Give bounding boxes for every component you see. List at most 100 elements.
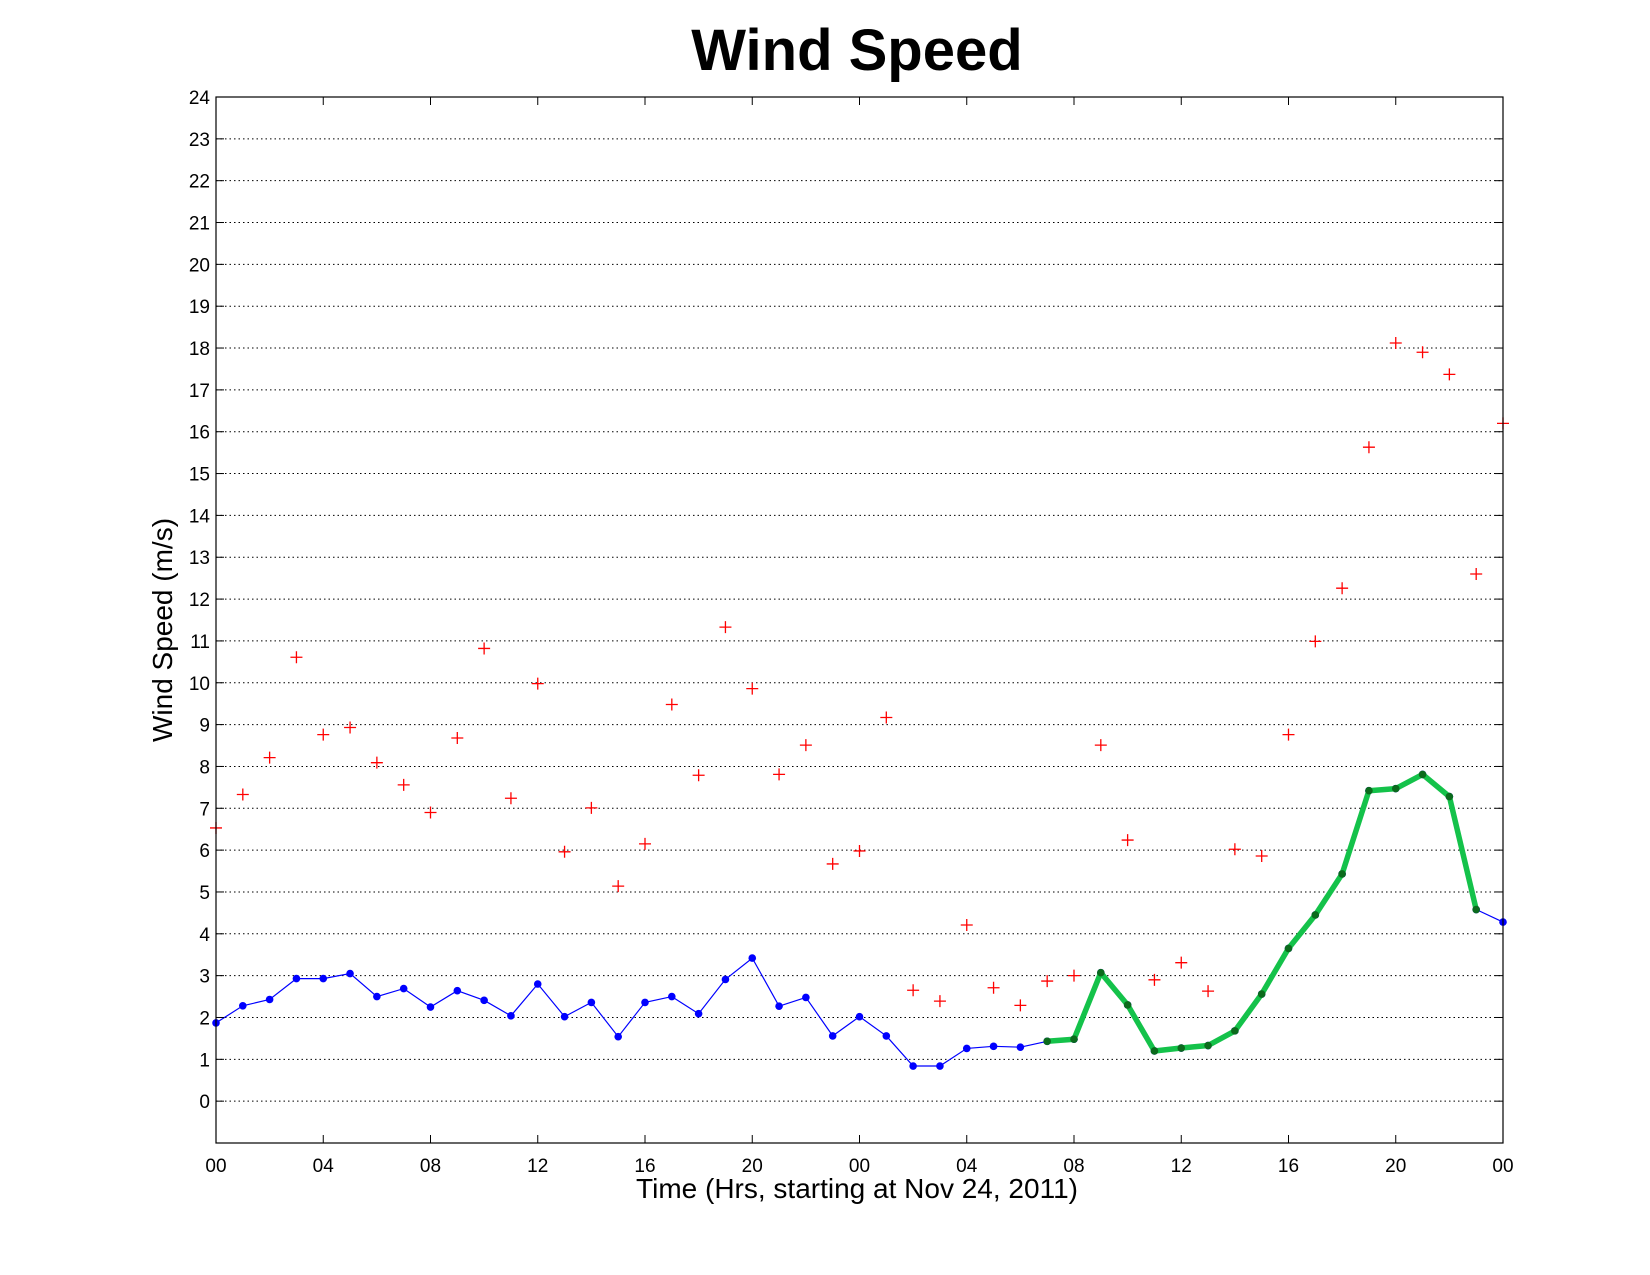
y-tick-label: 17 (189, 381, 210, 402)
red-plus-marker (1309, 635, 1322, 648)
y-tick-label: 11 (190, 632, 210, 653)
red-plus-marker (639, 837, 651, 850)
green-series-point (1311, 911, 1320, 919)
blue-series-point (507, 1012, 515, 1020)
green-series-point (1472, 905, 1480, 914)
green-series-point (1284, 944, 1293, 953)
y-tick-label: 7 (199, 799, 210, 820)
y-tick-label: 21 (189, 214, 210, 235)
blue-series-point (614, 1032, 622, 1041)
y-tick-label: 9 (199, 716, 210, 737)
red-plus-marker (880, 711, 893, 724)
x-tick-label: 04 (313, 1156, 335, 1177)
blue-series-point (346, 969, 354, 978)
y-tick-label: 2 (199, 1008, 210, 1029)
green-series-point (1418, 770, 1427, 779)
green-series-point (1070, 1035, 1078, 1044)
x-tick-label: 20 (1385, 1156, 1406, 1177)
red-plus-marker (263, 751, 276, 764)
red-plus-marker (504, 792, 517, 805)
y-tick-label: 6 (199, 841, 210, 862)
red-plus-marker (1175, 956, 1188, 969)
red-plus-marker (1148, 973, 1161, 986)
blue-series-point (373, 992, 381, 1001)
grid-lines (216, 138, 1503, 1102)
red-plus-marker (746, 682, 759, 695)
red-plus-marker (451, 731, 464, 744)
y-tick-label: 1 (199, 1050, 210, 1071)
y-tick-label: 15 (189, 465, 210, 486)
red-plus-marker (1094, 739, 1107, 752)
blue-series-point (882, 1032, 891, 1040)
red-plus-marker (317, 728, 330, 741)
x-tick-label: 12 (1171, 1156, 1192, 1177)
y-axis-label: Wind Speed (m/s) (147, 518, 178, 742)
y-tick-label: 10 (189, 674, 210, 695)
red-plus-marker (531, 677, 544, 690)
blue-series-point (989, 1042, 998, 1051)
x-tick-label: 16 (1278, 1156, 1299, 1177)
red-plus-marker (960, 919, 973, 932)
red-plus-marker (424, 806, 437, 819)
green-series-point (1043, 1037, 1051, 1046)
red-plus-marker (236, 788, 249, 801)
y-tick-label: 3 (199, 967, 210, 988)
y-tick-label: 8 (199, 757, 210, 778)
y-tick-label: 16 (189, 423, 210, 444)
y-tick-label: 22 (189, 172, 210, 193)
red-plus-marker (987, 981, 1000, 994)
red-plus-marker (907, 984, 920, 997)
blue-series-point (721, 975, 730, 984)
red-plus-marker (1121, 834, 1134, 847)
x-tick-label: 12 (527, 1156, 548, 1177)
blue-series-point (748, 954, 757, 962)
red-plus-marker (719, 621, 732, 634)
blue-series-point (480, 996, 488, 1005)
y-tick-label: 24 (189, 88, 211, 109)
x-tick-label: 20 (742, 1156, 763, 1177)
red-plus-marker (1068, 969, 1080, 982)
green-series-point (1445, 792, 1454, 801)
blue-series-point (855, 1012, 864, 1021)
series-layer (210, 337, 1509, 1070)
green-series-point (1365, 786, 1373, 795)
blue-series-point (909, 1062, 917, 1070)
axis-ticks: 0123456789101112131415161718192021222324… (189, 88, 1514, 1177)
blue-series-point (802, 993, 810, 1002)
blue-series-point (399, 984, 408, 993)
red-plus-marker (370, 756, 383, 769)
y-tick-label: 19 (189, 297, 210, 318)
green-series-point (1150, 1047, 1159, 1055)
green-series-point (1177, 1044, 1186, 1052)
blue-series-point (560, 1012, 569, 1021)
y-tick-label: 4 (199, 925, 210, 946)
x-tick-label: 08 (1063, 1156, 1084, 1177)
red-plus-marker (826, 857, 839, 870)
x-tick-label: 04 (956, 1156, 978, 1177)
red-plus-marker (1416, 346, 1429, 359)
red-plus-marker (1362, 441, 1375, 454)
x-tick-label: 00 (205, 1156, 226, 1177)
red-plus-marker (665, 698, 678, 711)
red-plus-marker (1041, 975, 1054, 988)
blue-series-point (694, 1009, 703, 1018)
y-tick-label: 23 (189, 130, 210, 151)
red-plus-marker (1470, 567, 1483, 580)
red-plus-marker (478, 642, 491, 655)
blue-series-point (453, 986, 462, 995)
chart-title: Wind Speed (691, 18, 1022, 83)
red-plus-marker (344, 721, 357, 734)
x-tick-label: 08 (420, 1156, 441, 1177)
red-plus-marker (692, 769, 705, 782)
blue-series-point (775, 1002, 783, 1010)
blue-series-point (319, 974, 328, 983)
green-series-point (1097, 968, 1105, 977)
blue-series-point (936, 1062, 944, 1070)
x-axis-label: Time (Hrs, starting at Nov 24, 2011) (636, 1173, 1078, 1204)
blue-series-point (587, 998, 596, 1007)
green-series-point (1391, 784, 1400, 793)
blue-series-point (828, 1032, 837, 1040)
red-plus-marker (585, 801, 598, 814)
y-tick-label: 14 (189, 506, 211, 527)
